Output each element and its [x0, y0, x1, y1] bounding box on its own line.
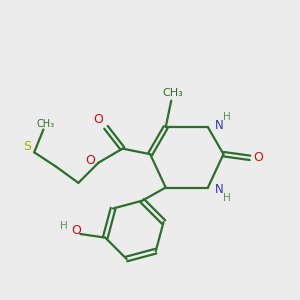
- Text: H: H: [60, 221, 68, 231]
- Text: O: O: [71, 224, 81, 237]
- Text: O: O: [94, 113, 103, 126]
- Text: H: H: [223, 193, 231, 203]
- Text: N: N: [214, 183, 223, 196]
- Text: H: H: [223, 112, 231, 122]
- Text: S: S: [24, 140, 32, 153]
- Text: O: O: [253, 151, 263, 164]
- Text: O: O: [85, 154, 95, 167]
- Text: CH₃: CH₃: [163, 88, 183, 98]
- Text: CH₃: CH₃: [36, 119, 54, 129]
- Text: N: N: [214, 119, 223, 132]
